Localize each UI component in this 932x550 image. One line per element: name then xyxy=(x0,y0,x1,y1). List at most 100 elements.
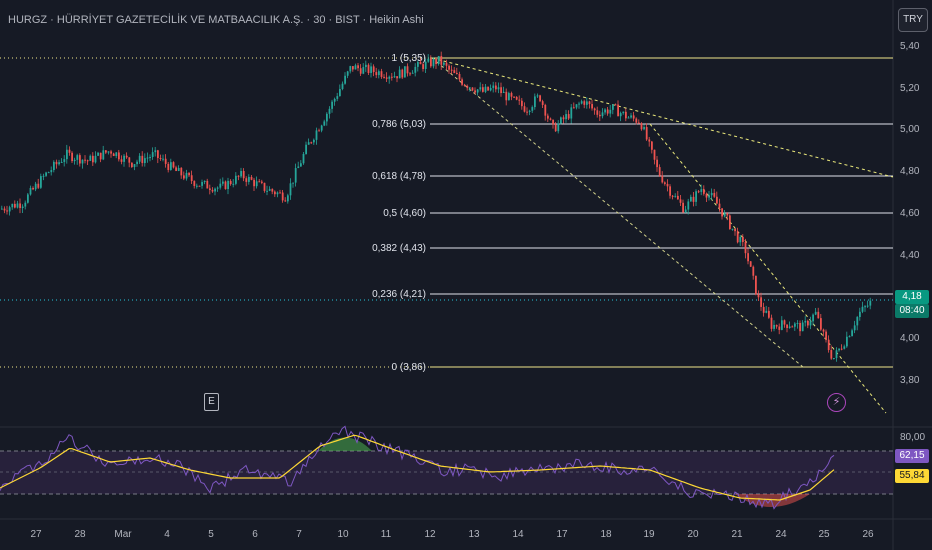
candle-body xyxy=(661,175,664,183)
candle-body xyxy=(544,104,547,116)
candle-body xyxy=(50,170,53,173)
candle-body xyxy=(864,306,866,308)
candle-body xyxy=(531,107,534,111)
price-axis[interactable]: 5,40 5,20 5,00 4,80 4,60 4,40 4,00 3,80 xyxy=(900,41,920,386)
candle-body xyxy=(513,96,515,98)
candle-body xyxy=(118,152,120,160)
candle-body xyxy=(612,104,614,110)
candle-body xyxy=(229,180,232,185)
candle-body xyxy=(73,159,76,162)
candle-body xyxy=(94,155,97,163)
time-axis-label: 10 xyxy=(337,529,349,540)
candle-body xyxy=(315,130,318,140)
price-axis-label: 5,40 xyxy=(900,41,920,52)
candle-body xyxy=(591,104,593,109)
candle-body xyxy=(570,107,573,119)
candle-body xyxy=(700,189,703,192)
candle-body xyxy=(79,155,81,164)
fib-label: 0,236 (4,21) xyxy=(372,289,426,300)
candle-body xyxy=(804,320,807,323)
candle-body xyxy=(508,93,510,101)
candle-body xyxy=(326,113,328,122)
rsi-pane[interactable]: 80,00 xyxy=(0,425,925,510)
candle-body xyxy=(198,185,201,187)
candle-body xyxy=(255,181,258,187)
candle-body xyxy=(1,208,3,210)
candle-body xyxy=(638,122,640,124)
candle-body xyxy=(822,329,825,332)
candle-body xyxy=(235,175,237,184)
candle-body xyxy=(757,294,760,298)
candle-body xyxy=(851,330,853,337)
candle-body xyxy=(682,202,684,213)
candle-body xyxy=(604,109,606,113)
price-axis-label: 4,60 xyxy=(900,208,920,219)
candle-body xyxy=(385,77,388,79)
symbol-title[interactable]: HURGZ · HÜRRİYET GAZETECİLİK VE MATBAACI… xyxy=(8,13,424,26)
candle-body xyxy=(690,196,692,202)
candle-body xyxy=(16,203,19,208)
candle-body xyxy=(552,119,554,125)
candle-body xyxy=(869,300,872,306)
earnings-marker-icon[interactable]: E xyxy=(204,393,219,411)
candle-body xyxy=(567,114,570,119)
candle-body xyxy=(86,160,89,162)
candle-body xyxy=(125,155,128,158)
candle-body xyxy=(466,85,469,89)
candle-body xyxy=(708,195,710,198)
candle-body xyxy=(398,69,401,79)
candle-body xyxy=(653,149,656,160)
candle-body xyxy=(651,141,653,150)
channel-trendline[interactable] xyxy=(649,123,887,414)
candle-body xyxy=(53,161,55,171)
candle-body xyxy=(861,306,864,312)
candle-body xyxy=(827,339,830,351)
candle-body xyxy=(149,156,151,158)
candle-body xyxy=(664,182,666,184)
candle-body xyxy=(172,162,175,168)
candle-body xyxy=(32,187,34,190)
price-axis-label: 3,80 xyxy=(900,375,920,386)
candle-body xyxy=(794,323,796,327)
candle-body xyxy=(500,87,502,94)
candle-body xyxy=(102,150,105,160)
candle-body xyxy=(588,101,591,105)
upper-trendline[interactable] xyxy=(431,57,894,178)
candle-body xyxy=(76,155,79,160)
candle-body xyxy=(435,59,437,65)
candle-body xyxy=(848,336,851,338)
current-price-tag: 4,18 xyxy=(895,290,929,304)
rsi-ma-line[interactable] xyxy=(0,434,835,501)
candle-body xyxy=(313,139,315,143)
time-axis[interactable]: 27 28 Mar 4 5 6 7 10 11 12 13 14 17 18 1… xyxy=(30,529,874,540)
candle-body xyxy=(765,310,768,313)
candle-body xyxy=(814,311,817,315)
candle-body xyxy=(404,66,406,78)
candle-body xyxy=(344,75,346,84)
candle-body xyxy=(609,109,612,114)
candle-body xyxy=(146,157,149,159)
lightning-icon[interactable]: ⚡ xyxy=(827,393,846,412)
candle-body xyxy=(66,149,68,160)
candle-body xyxy=(245,178,248,182)
candle-body xyxy=(497,87,500,90)
candle-body xyxy=(510,93,513,97)
candle-body xyxy=(188,172,190,176)
candle-body xyxy=(120,159,123,162)
fibonacci-retracement[interactable]: 1 (5,35) 0,786 (5,03) 0,618 (4,78) 0,5 (… xyxy=(372,53,893,373)
candle-body xyxy=(55,161,58,165)
candle-body xyxy=(770,317,773,329)
candle-body xyxy=(817,311,820,319)
candle-body xyxy=(630,115,632,118)
candle-body xyxy=(807,320,809,326)
candle-body xyxy=(557,123,560,132)
candle-body xyxy=(666,183,669,187)
candlestick-series[interactable] xyxy=(1,51,872,362)
candle-body xyxy=(71,152,73,162)
candle-body xyxy=(11,203,14,208)
candle-body xyxy=(474,90,476,93)
lower-trendline[interactable] xyxy=(431,57,804,368)
currency-button[interactable]: TRY xyxy=(898,8,928,32)
candle-body xyxy=(177,167,180,171)
